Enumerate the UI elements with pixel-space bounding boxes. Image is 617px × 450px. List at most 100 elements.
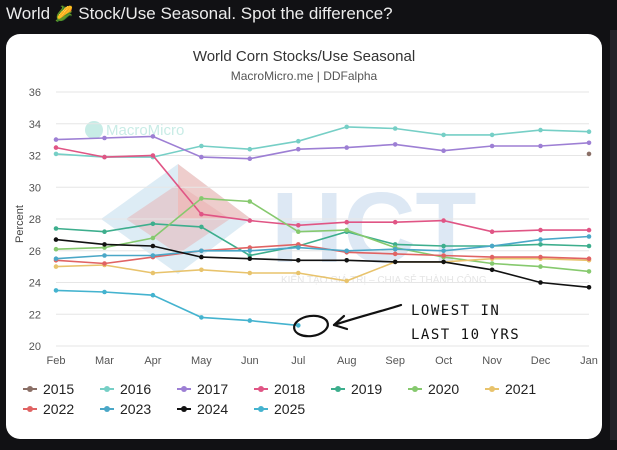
data-point-2018 xyxy=(296,223,301,228)
legend-label: 2016 xyxy=(120,380,152,397)
legend-marker-icon xyxy=(177,405,191,413)
legend-item-2024[interactable]: 2024 xyxy=(177,400,254,417)
data-point-2024 xyxy=(247,256,253,261)
data-point-2024 xyxy=(586,285,592,290)
legend-label: 2020 xyxy=(428,380,460,397)
data-point-2024 xyxy=(489,267,495,273)
y-axis-label: Percent xyxy=(14,205,26,243)
data-point-2023 xyxy=(441,248,446,254)
data-point-2019 xyxy=(586,243,592,249)
post-title-text-start: World xyxy=(6,4,51,23)
data-point-2023 xyxy=(586,234,592,239)
legend-item-2018[interactable]: 2018 xyxy=(254,380,331,397)
data-point-2018 xyxy=(247,218,253,223)
x-tick-label: Sep xyxy=(385,355,405,367)
legend-marker-icon xyxy=(23,405,37,413)
y-tick-label: 30 xyxy=(29,182,41,194)
legend-label: 2025 xyxy=(274,400,306,417)
data-point-2020 xyxy=(296,229,301,234)
data-point-2024 xyxy=(344,258,350,263)
data-point-2016 xyxy=(489,132,495,138)
data-point-2022 xyxy=(392,251,398,257)
data-point-2020 xyxy=(586,269,592,274)
series-2021 xyxy=(53,256,592,284)
data-point-2016 xyxy=(53,151,59,157)
x-tick-label: May xyxy=(191,355,212,367)
data-point-2018 xyxy=(586,227,592,233)
legend-item-2015[interactable]: 2015 xyxy=(23,380,100,397)
data-point-2023 xyxy=(344,248,350,254)
data-point-2018 xyxy=(538,227,543,233)
legend-label: 2019 xyxy=(351,380,383,397)
series-2025 xyxy=(53,288,301,328)
series-2020 xyxy=(53,196,592,274)
data-point-2018 xyxy=(441,218,446,223)
data-point-2025 xyxy=(102,289,107,295)
legend-item-2022[interactable]: 2022 xyxy=(23,400,100,417)
legend-item-2017[interactable]: 2017 xyxy=(177,380,254,397)
legend-marker-icon xyxy=(408,385,422,393)
data-point-2018 xyxy=(344,219,350,225)
data-point-2022 xyxy=(296,242,301,247)
data-point-2024 xyxy=(296,258,301,263)
data-point-2017 xyxy=(53,137,59,142)
data-point-2021 xyxy=(150,270,156,276)
data-point-2024 xyxy=(538,280,543,285)
data-point-2020 xyxy=(489,261,495,266)
data-point-2017 xyxy=(296,146,301,152)
data-point-2018 xyxy=(102,154,107,160)
y-tick-label: 36 xyxy=(29,87,41,99)
legend-item-2019[interactable]: 2019 xyxy=(331,380,408,397)
data-point-2020 xyxy=(199,196,204,201)
data-point-2019 xyxy=(53,226,59,231)
data-point-2022 xyxy=(538,254,543,260)
series-line-2022 xyxy=(55,243,590,265)
legend-item-2025[interactable]: 2025 xyxy=(254,400,331,417)
data-point-2025 xyxy=(53,288,59,293)
data-point-2020 xyxy=(150,235,156,241)
post-title-text-end: Stock/Use Seasonal. Spot the difference? xyxy=(78,4,393,23)
legend-item-2016[interactable]: 2016 xyxy=(100,380,177,397)
series-2023 xyxy=(53,234,592,261)
data-point-2017 xyxy=(344,145,350,150)
data-point-2024 xyxy=(441,259,446,265)
data-point-2023 xyxy=(538,237,543,242)
data-point-2020 xyxy=(247,199,253,204)
data-point-2017 xyxy=(441,148,446,153)
data-point-2025 xyxy=(247,318,253,323)
legend-label: 2023 xyxy=(120,400,152,417)
legend-label: 2021 xyxy=(505,380,537,397)
y-axis: 20 22 24 26 28 30 32 34 36 xyxy=(29,87,41,353)
series-line-2017 xyxy=(55,135,590,160)
data-point-2018 xyxy=(489,229,495,234)
legend-item-2020[interactable]: 2020 xyxy=(408,380,485,397)
data-point-2025 xyxy=(296,323,301,328)
data-point-2018 xyxy=(150,153,156,158)
data-point-2025 xyxy=(199,315,204,320)
series-line-2023 xyxy=(55,235,590,260)
corn-icon: 🌽 xyxy=(54,6,74,23)
legend-label: 2015 xyxy=(43,380,75,397)
data-point-2020 xyxy=(344,227,350,233)
data-point-2019 xyxy=(392,242,398,247)
x-tick-label: Mar xyxy=(95,355,114,367)
data-point-2018 xyxy=(392,219,398,225)
data-point-2023 xyxy=(392,246,398,252)
x-axis: Feb Mar Apr May Jun Jul Aug Sep Oct Nov Dec Jan xyxy=(47,355,598,367)
data-point-2016 xyxy=(441,132,446,138)
y-tick-label: 22 xyxy=(29,309,41,321)
data-point-2023 xyxy=(247,248,253,254)
x-tick-label: Feb xyxy=(47,355,66,367)
data-point-2022 xyxy=(489,254,495,260)
data-point-2017 xyxy=(586,140,592,146)
data-point-2018 xyxy=(53,145,59,150)
data-point-2025 xyxy=(150,292,156,298)
y-tick-label: 32 xyxy=(29,151,41,163)
data-point-2016 xyxy=(586,129,592,134)
data-point-2022 xyxy=(247,245,253,250)
legend-item-2021[interactable]: 2021 xyxy=(485,380,562,397)
data-point-2021 xyxy=(53,264,59,269)
data-point-2024 xyxy=(102,242,107,247)
data-point-2020 xyxy=(538,264,543,269)
legend-item-2023[interactable]: 2023 xyxy=(100,400,177,417)
